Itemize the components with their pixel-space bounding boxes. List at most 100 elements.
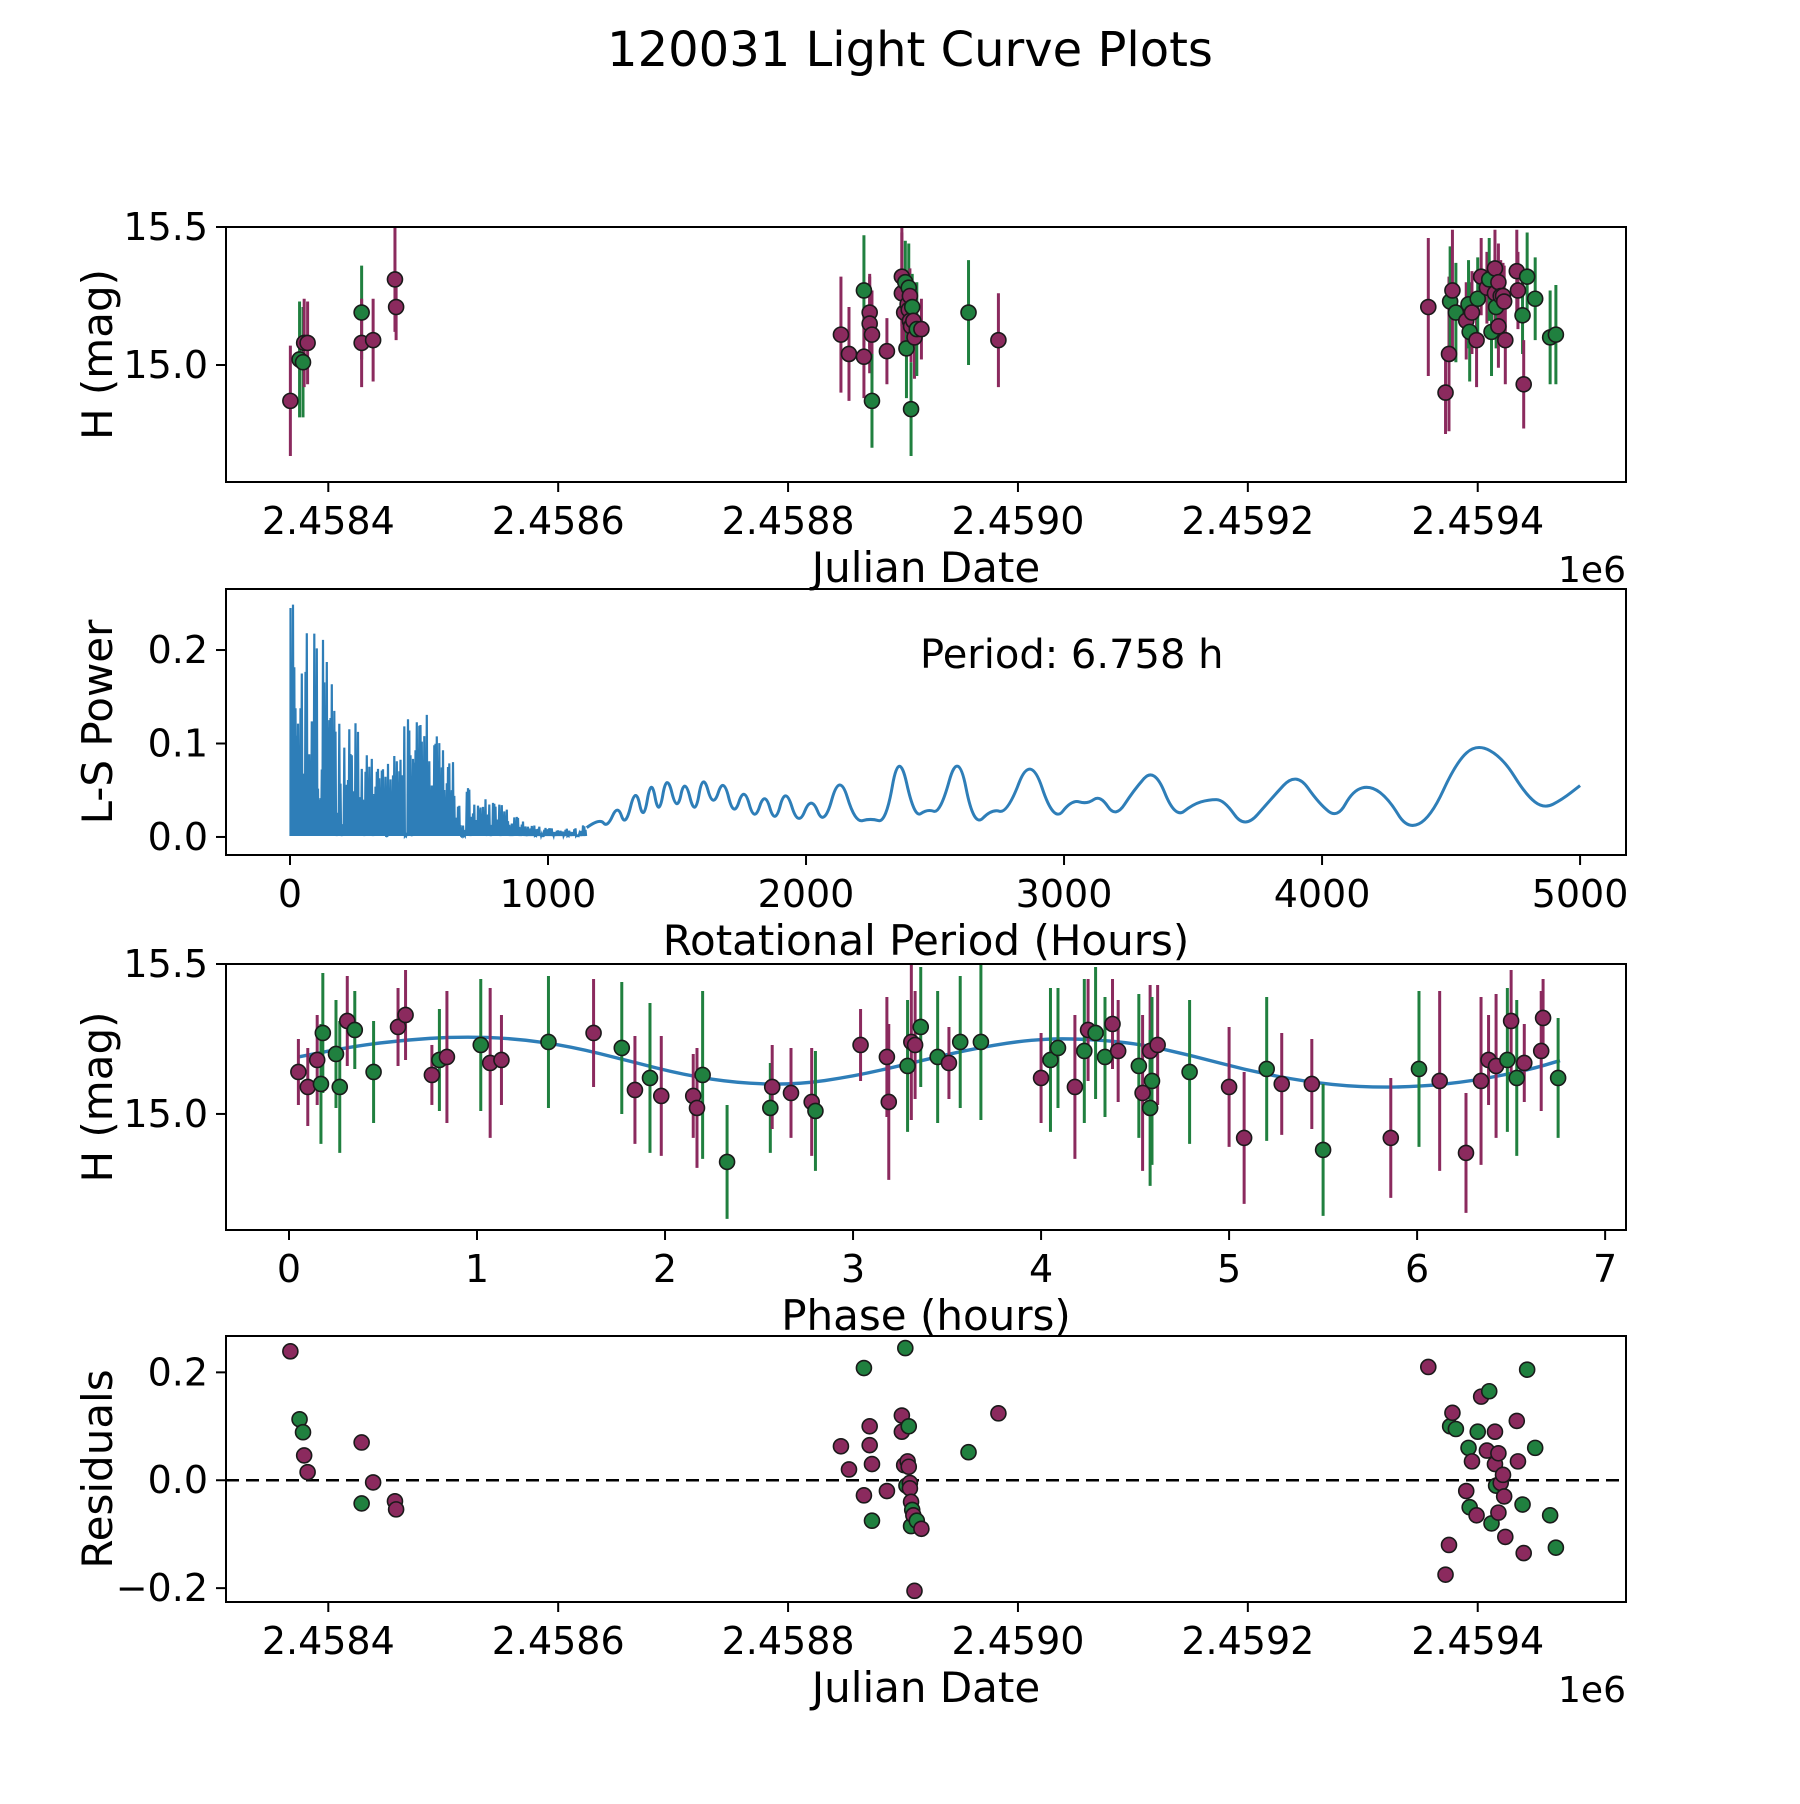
period-annotation: Period: 6.758 h	[920, 632, 1224, 678]
data-point	[1508, 1412, 1526, 1430]
data-point	[1457, 1482, 1475, 1500]
data-point	[353, 1495, 370, 1512]
x-axis-label: Phase (hours)	[781, 1291, 1071, 1340]
data-point	[1499, 1051, 1516, 1069]
data-point	[1526, 290, 1544, 308]
data-point	[1514, 1496, 1531, 1513]
data-point	[282, 1343, 299, 1360]
y-tick-label: −0.2	[116, 1566, 208, 1610]
data-point	[782, 1084, 800, 1102]
data-point	[762, 1099, 779, 1117]
data-point	[1303, 1075, 1321, 1093]
data-point	[807, 1102, 824, 1120]
axes-frame	[225, 226, 1627, 483]
data-point	[688, 1099, 706, 1117]
data-point	[1457, 1144, 1475, 1162]
subplot-residuals: 0.2 0.0 −0.2 2.4584 2.4586 2.4588 2.4590 2.4592…	[73, 1335, 1627, 1712]
data-point	[763, 1078, 781, 1096]
data-point	[1468, 1507, 1485, 1524]
y-tick-label: 15.5	[123, 205, 208, 249]
x-tick-label: 0	[277, 1247, 301, 1291]
data-point	[1490, 318, 1507, 335]
data-point	[353, 1434, 370, 1451]
y-tick-label: 0.1	[148, 721, 208, 765]
data-point	[1463, 1453, 1481, 1470]
x-tick-label: 2.4590	[951, 499, 1084, 543]
data-point	[878, 1482, 896, 1500]
data-point	[1490, 1444, 1507, 1462]
data-point	[1143, 1072, 1161, 1090]
data-point	[386, 271, 404, 288]
data-point	[990, 1405, 1007, 1422]
data-point	[1109, 1042, 1127, 1060]
x-tick-label: 2.4594	[1411, 1619, 1544, 1663]
x-tick-label: 3	[841, 1247, 865, 1291]
data-point	[1181, 1063, 1198, 1081]
data-point	[900, 1458, 918, 1476]
data-point	[1490, 273, 1507, 291]
data-point	[912, 1018, 930, 1036]
data-point	[840, 1461, 858, 1478]
data-point	[1508, 1069, 1526, 1087]
data-point	[903, 298, 921, 316]
data-point	[1495, 293, 1513, 310]
x-tick-label: 5000	[1532, 872, 1629, 916]
data-point	[314, 1024, 332, 1042]
data-point	[878, 1048, 896, 1066]
data-point	[1440, 1536, 1458, 1554]
data-point	[1444, 282, 1461, 299]
data-point	[855, 348, 873, 366]
data-point	[1437, 1566, 1454, 1583]
x-tick-label: 2.4586	[492, 499, 625, 543]
data-point	[1437, 384, 1454, 401]
data-point	[855, 1487, 873, 1504]
data-point	[327, 1045, 345, 1063]
data-point	[1149, 1036, 1166, 1054]
y-tick-label: 0.0	[148, 815, 208, 859]
data-point	[902, 400, 920, 418]
y-tick-label: 15.5	[123, 942, 208, 986]
data-point	[880, 1093, 898, 1111]
x-tick-label: 2.4588	[722, 1619, 855, 1663]
data-point	[1541, 1507, 1559, 1524]
data-point	[1547, 326, 1565, 343]
data-point	[1480, 1382, 1498, 1400]
data-point	[346, 1021, 364, 1039]
data-point	[1235, 1129, 1253, 1147]
data-point	[1547, 1539, 1565, 1556]
data-point	[1141, 1099, 1159, 1117]
data-point	[1490, 1504, 1507, 1521]
data-point	[990, 331, 1007, 349]
data-point	[1515, 376, 1533, 393]
data-point	[1032, 1069, 1050, 1087]
data-point	[863, 326, 881, 343]
data-point	[960, 304, 977, 321]
data-point	[960, 1443, 977, 1461]
y-tick-label: 15.0	[123, 1092, 208, 1136]
data-point	[1066, 1078, 1084, 1096]
data-point	[540, 1033, 557, 1051]
data-point	[1463, 304, 1481, 321]
data-point	[1526, 1439, 1544, 1457]
data-point	[718, 1153, 736, 1171]
data-point	[1509, 282, 1527, 299]
y-tick-label: 15.0	[123, 343, 208, 387]
data-point	[1514, 307, 1531, 324]
x-tick-label: 4000	[1274, 872, 1371, 916]
data-point	[1104, 1015, 1121, 1033]
x-tick-label: 7	[1593, 1247, 1617, 1291]
data-point	[1515, 1054, 1533, 1072]
data-point	[1469, 1423, 1487, 1440]
subplot-light-curve: 15.5 15.0 2.4584 2.4586 2.4588 2.4590 2.4592 2.…	[73, 205, 1627, 592]
data-point	[1495, 1488, 1513, 1505]
x-tick-label: 2	[653, 1247, 677, 1291]
data-point	[1549, 1069, 1567, 1087]
data-point	[1532, 1042, 1550, 1060]
x-tick-label: 2.4584	[262, 1619, 395, 1663]
data-point	[906, 1036, 924, 1054]
x-axis-label: Julian Date	[809, 543, 1040, 592]
x-tick-label: 2.4584	[262, 499, 395, 543]
data-point	[295, 1447, 313, 1464]
data-point	[1440, 345, 1458, 363]
data-point	[1042, 1051, 1059, 1069]
